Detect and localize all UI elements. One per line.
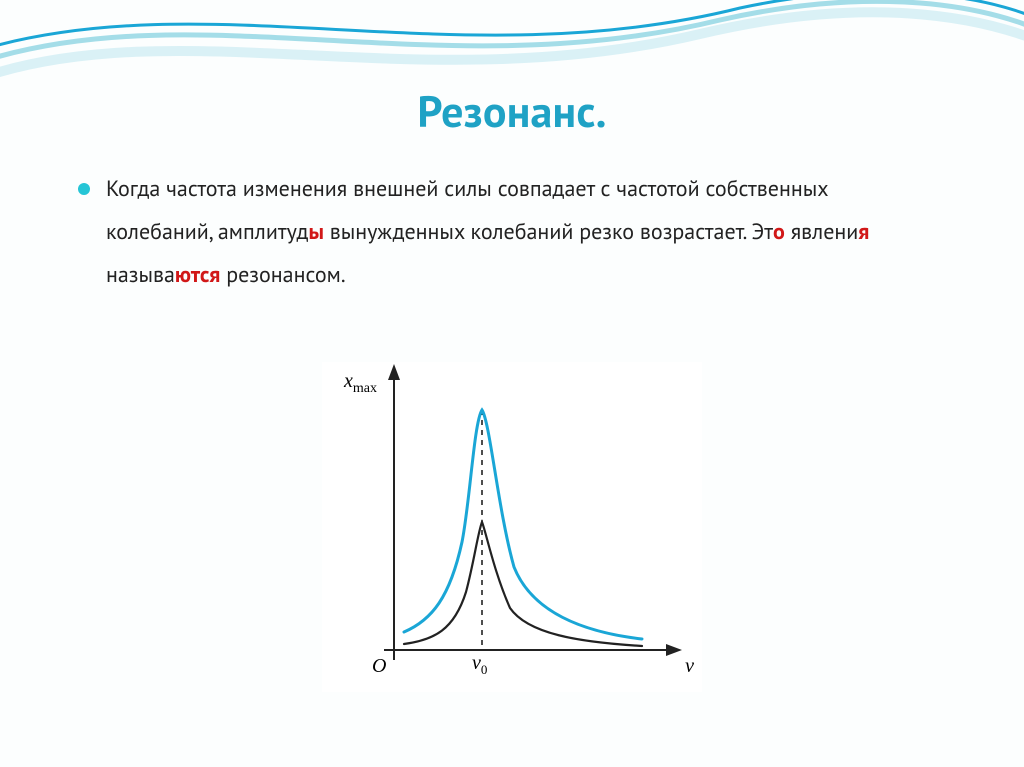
resonance-chart: xmax O ν0 ν [322, 362, 702, 692]
origin-label: O [372, 655, 386, 678]
chart-svg [322, 362, 702, 692]
y-axis-label: xmax [344, 370, 377, 397]
page-title: Резонанс. [0, 83, 1024, 140]
x-axis-arrow-icon [666, 644, 682, 656]
bullet-item: Когда частота изменения внешней силы сов… [78, 168, 938, 297]
y-axis-arrow-icon [388, 364, 400, 380]
curve-high [404, 410, 642, 639]
slide: Резонанс. Когда частота изменения внешне… [0, 0, 1024, 767]
peak-tick-label: ν0 [472, 652, 487, 678]
bullet-text: Когда частота изменения внешней силы сов… [106, 168, 938, 297]
x-axis-label: ν [685, 655, 694, 678]
body-text: Когда частота изменения внешней силы сов… [78, 168, 938, 297]
bullet-dot-icon [78, 183, 90, 195]
